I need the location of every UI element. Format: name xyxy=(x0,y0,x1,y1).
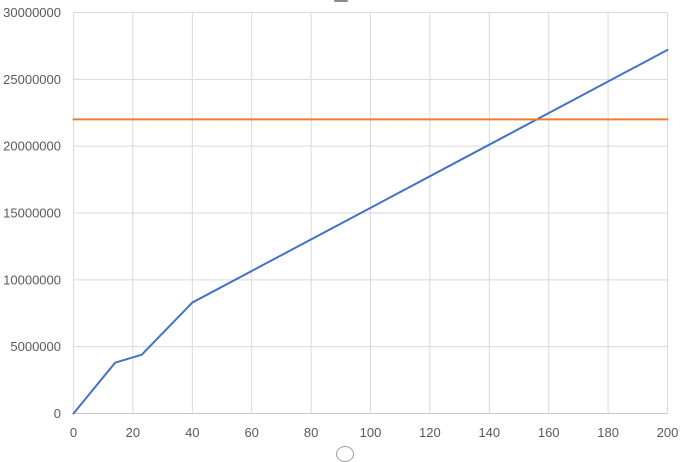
x-axis-tick-label: 40 xyxy=(185,425,199,440)
y-axis-tick-label: 25000000 xyxy=(3,72,61,87)
clipped-bottom-arc-fragment xyxy=(336,446,354,462)
x-axis-tick-label: 180 xyxy=(597,425,619,440)
blue-data-line xyxy=(72,48,669,415)
chart-canvas: 0 5000000 10000000 15000000 20000000 25000000… xyxy=(3,0,679,462)
x-axis-tick-label: 140 xyxy=(478,425,500,440)
line-chart: 0 5000000 10000000 15000000 20000000 25000000… xyxy=(3,5,679,440)
y-axis-tick-label: 0 xyxy=(54,406,61,421)
x-axis-tick-label: 160 xyxy=(538,425,560,440)
y-axis-tick-label: 30000000 xyxy=(3,5,61,20)
x-axis-tick-label: 120 xyxy=(419,425,441,440)
y-axis-tick-label: 15000000 xyxy=(3,206,61,221)
x-axis-tick-label: 200 xyxy=(657,425,679,440)
x-axis-tick-label: 100 xyxy=(360,425,382,440)
y-axis-tick-label: 20000000 xyxy=(3,139,61,154)
y-axis-tick-label: 5000000 xyxy=(10,339,61,354)
x-axis-tick-label: 0 xyxy=(70,425,77,440)
x-axis-tick-label: 60 xyxy=(244,425,258,440)
y-axis-tick-label: 10000000 xyxy=(3,272,61,287)
x-axis-tick-label: 80 xyxy=(304,425,318,440)
x-axis-tick-label: 20 xyxy=(126,425,140,440)
clipped-chart-title-fragment xyxy=(334,0,348,2)
